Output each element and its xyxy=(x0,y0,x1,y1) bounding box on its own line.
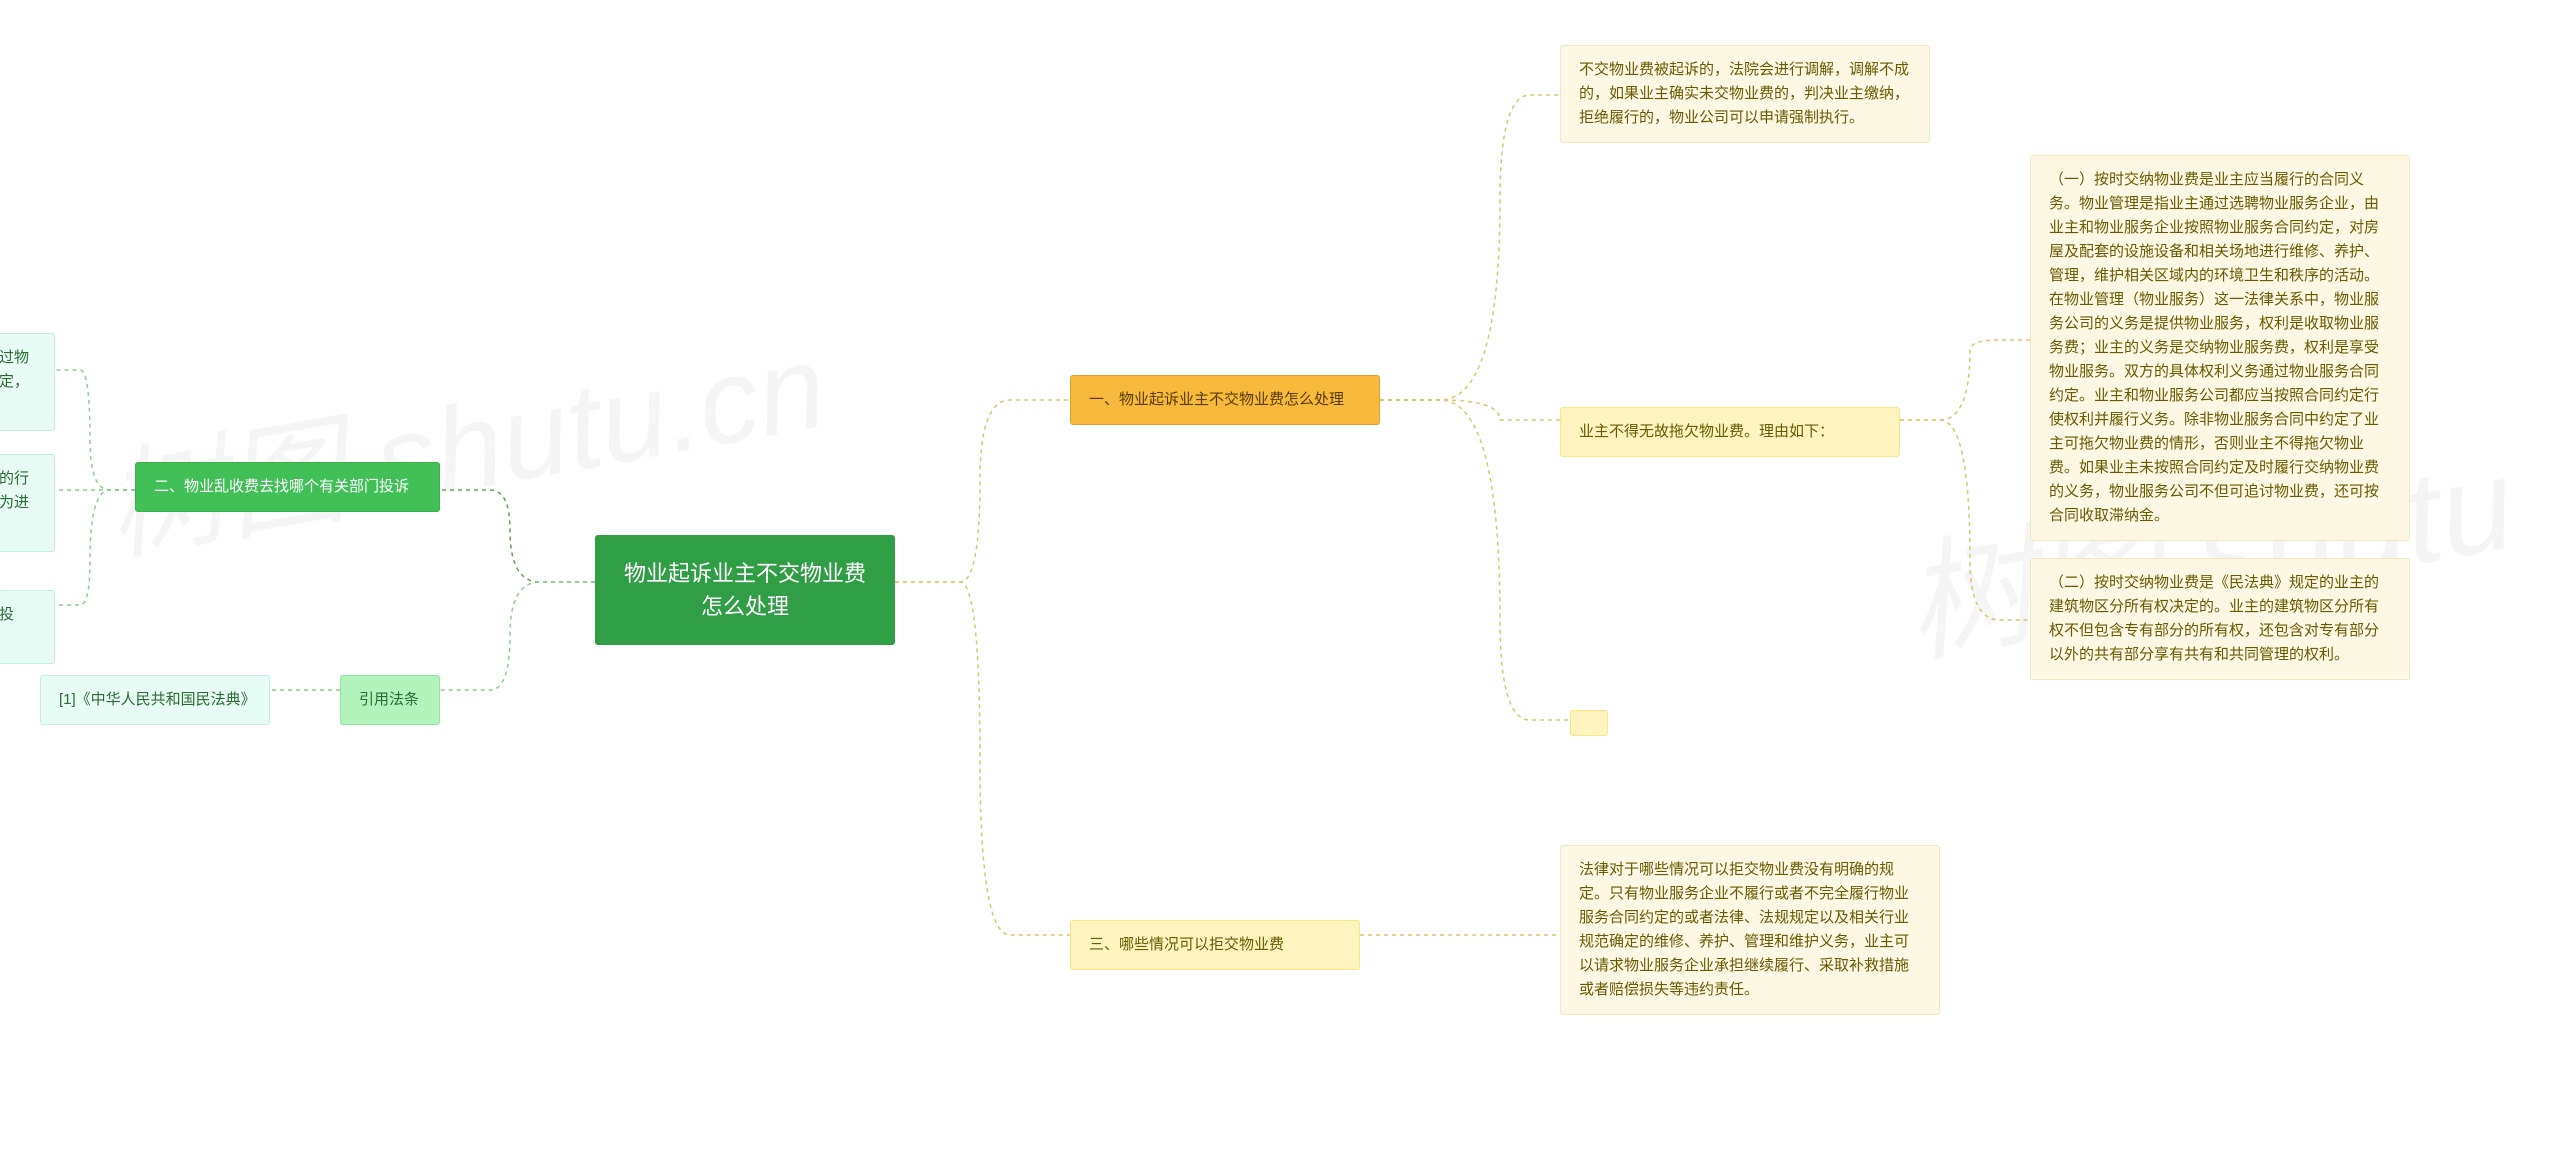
branch1-leaf2: （一）按时交纳物业费是业主应当履行的合同义务。物业管理是指业主通过选聘物业服务企… xyxy=(2030,155,2410,541)
branch3-leaf1: 法律对于哪些情况可以拒交物业费没有明确的规定。只有物业服务企业不履行或者不完全履… xyxy=(1560,845,1940,1015)
branch2-leaf3: （三）向消费者协会投诉。 xyxy=(0,590,55,664)
branch-3: 三、哪些情况可以拒交物业费 xyxy=(1070,920,1360,970)
cite-leaf: [1]《中华人民共和国民法典》 xyxy=(40,675,270,725)
empty-node xyxy=(1570,710,1608,736)
branch-2: 二、物业乱收费去找哪个有关部门投诉 xyxy=(135,462,440,512)
branch-1: 一、物业起诉业主不交物业费怎么处理 xyxy=(1070,375,1380,425)
branch1-leaf3: （二）按时交纳物业费是《民法典》规定的业主的建筑物区分所有权决定的。业主的建筑物… xyxy=(2030,558,2410,680)
branch2-leaf1: （一）向物价局投诉，前期物业收费要经过物价局批准，物价局对物业公司执行收费规定，… xyxy=(0,333,55,431)
branch1-leaf1: 不交物业费被起诉的，法院会进行调解，调解不成的，如果业主确实未交物业费的，判决业… xyxy=(1560,45,1930,143)
branch1-sub: 业主不得无故拖欠物业费。理由如下： xyxy=(1560,407,1900,457)
cite-branch: 引用法条 xyxy=(340,675,440,725)
branch2-leaf2: （二）向房管局投诉，房管局是物业公司的行业管理部门，有义务对物业公司的违规行为进… xyxy=(0,454,55,552)
center-node: 物业起诉业主不交物业费怎么处理 xyxy=(595,535,895,645)
